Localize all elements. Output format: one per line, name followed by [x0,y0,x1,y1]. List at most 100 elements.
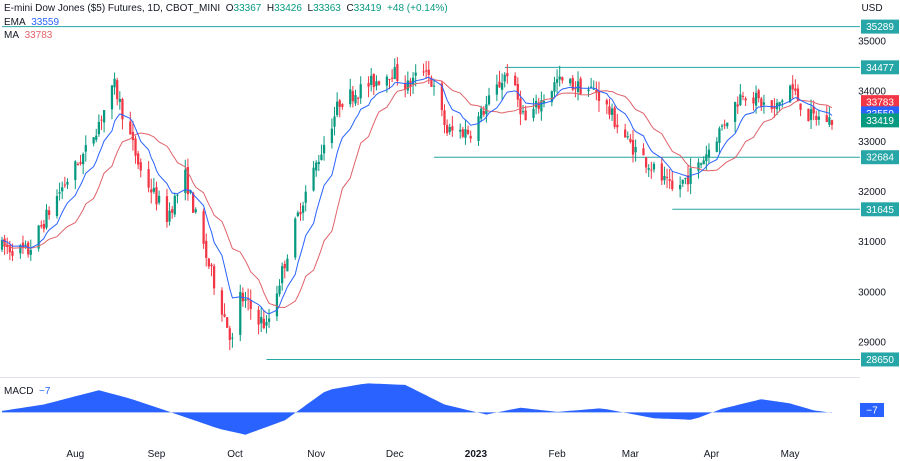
candle [294,216,297,260]
candle [301,201,305,221]
macd-legend[interactable]: MACD −7 [4,385,50,398]
candle [286,254,289,272]
candle [155,181,158,211]
high-value: 33426 [274,3,302,14]
candle [644,156,648,174]
candle [63,176,66,188]
candle [341,103,344,110]
candle [610,103,614,121]
candle [629,134,632,144]
x-tick-label: Feb [548,449,566,460]
ma-legend[interactable]: MA 33783 [4,29,52,42]
open-label: O [225,3,234,14]
candle [262,309,265,330]
candle [6,237,9,254]
price-axis[interactable]: 29000 30000 31000 32000 33000 34000 35000 [858,37,886,349]
candle [275,285,279,322]
candle [665,168,669,188]
candle [487,87,491,106]
candle [58,182,61,201]
candle [192,191,195,213]
candle [3,234,6,255]
candle [27,240,30,258]
candle [828,106,831,128]
candle [372,73,375,95]
price-tag: 32684 [861,150,899,165]
candle [267,308,271,329]
candle [202,208,205,249]
candle [576,71,580,101]
x-tick-label: May [781,449,800,460]
price-tag: 28650 [861,352,899,367]
candle [574,81,577,98]
candle [176,193,179,204]
candle [82,152,85,175]
candle [299,202,302,221]
candle [469,130,472,143]
low-value: 33363 [313,3,341,14]
candle [757,88,760,103]
candle [165,188,169,228]
candle [671,170,674,192]
candle [503,72,506,88]
candle [157,190,161,205]
candle [464,119,467,145]
candle [660,156,663,185]
candle [679,176,682,198]
candle [825,105,828,123]
candle [92,137,95,147]
candle [260,306,263,333]
candle [726,122,729,129]
candle [393,58,396,80]
candle [330,118,334,149]
candle [239,284,242,342]
candle [367,76,370,98]
candle [223,303,226,318]
candle [95,128,98,143]
ema-legend[interactable]: EMA 33559 [4,16,59,29]
candle [634,139,637,162]
time-axis[interactable]: Aug Sep Oct Nov Dec 2023 Feb Mar Apr May [66,449,799,460]
candle [540,91,543,121]
candle [715,137,718,153]
price-tag: 33783 [861,95,899,110]
candle [396,57,399,86]
candle [205,233,208,267]
macd-label: MACD [4,386,34,397]
high-label: H [266,3,275,14]
candle [370,67,373,92]
candle [631,129,635,163]
candle [445,119,449,136]
candle [733,101,737,133]
macd-value-tag: −7 [860,403,884,417]
candle [498,70,501,88]
candle [817,109,821,126]
candle [807,108,810,122]
price-tag-text: 35289 [866,22,894,33]
macd-tag-text: −7 [866,406,878,417]
candle [84,135,87,162]
candle [226,317,229,328]
candle [207,257,210,270]
candle [317,155,320,172]
candle [760,96,763,111]
candle [351,85,354,108]
candle [605,98,608,115]
price-tag: 31645 [861,202,899,217]
candle [485,95,488,123]
candle [443,104,446,134]
candle [349,78,352,108]
candle [668,169,671,189]
candle [228,325,231,351]
candle [414,64,417,87]
candle [212,263,216,295]
symbol-title[interactable]: E-mini Dow Jones ($5) Futures, 1D, CBOT_… [4,3,221,14]
candle [296,210,299,218]
y-tick-label: 34000 [858,87,886,98]
open-value: 33367 [233,3,262,14]
candle [152,177,155,194]
x-tick-label: Mar [622,449,640,460]
ma-value: 33783 [24,30,53,41]
change-value: +48 (+0.14%) [387,3,448,14]
